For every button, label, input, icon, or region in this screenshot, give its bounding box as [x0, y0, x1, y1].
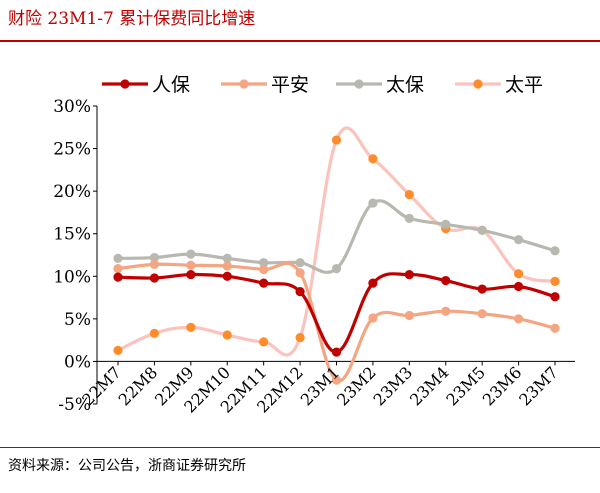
source-note: 资料来源：公司公告，浙商证券研究所	[8, 458, 246, 474]
data-point	[259, 264, 269, 275]
y-tick-label: 10%	[53, 267, 91, 287]
data-point	[331, 135, 342, 145]
series-1	[113, 269, 560, 357]
data-point	[513, 314, 524, 324]
legend: 人保 平安 太保 太平	[102, 74, 543, 96]
data-point	[550, 276, 560, 286]
data-point	[113, 253, 123, 264]
data-point	[113, 345, 123, 355]
data-point	[368, 154, 378, 164]
data-point	[149, 252, 160, 263]
chart-title: 财险 23M1-7 累计保费同比增速	[8, 9, 256, 29]
legend-label: 平安	[271, 74, 309, 96]
y-tick-label: 20%	[53, 182, 91, 202]
x-tick-label: 23M7	[515, 363, 562, 410]
data-point	[295, 258, 305, 268]
y-tick-label: 5%	[64, 310, 91, 330]
data-point	[550, 292, 560, 302]
data-point	[186, 260, 196, 270]
series-4	[113, 126, 560, 357]
legend-swatch-marker	[354, 79, 364, 89]
data-point	[404, 213, 414, 223]
legend-label: 人保	[152, 74, 190, 96]
data-point	[295, 287, 305, 297]
x-tick-label: 23M5	[442, 363, 489, 410]
data-point	[477, 284, 487, 294]
y-tick-label: 30%	[53, 97, 91, 117]
x-tick-label: 22M8	[115, 363, 162, 410]
data-point	[222, 261, 232, 271]
data-point	[331, 264, 342, 274]
data-point	[404, 269, 414, 280]
legend-label: 太平	[505, 74, 543, 96]
data-point	[331, 347, 342, 357]
data-point	[186, 322, 196, 332]
data-point	[550, 246, 560, 256]
data-point	[441, 306, 451, 316]
data-point	[513, 281, 524, 292]
title-divider	[0, 40, 600, 42]
y-tick-label: 0%	[64, 352, 91, 372]
series-lines	[113, 126, 560, 385]
x-tick-label: 23M1	[297, 363, 344, 410]
series-3	[113, 198, 560, 274]
data-point	[295, 268, 305, 278]
series-line	[117, 126, 556, 357]
legend-label: 太保	[386, 74, 424, 96]
legend-swatch-marker	[239, 79, 249, 89]
data-point	[222, 253, 232, 264]
data-point	[259, 337, 269, 347]
data-point	[113, 272, 123, 282]
data-point	[149, 273, 160, 283]
data-point	[477, 225, 487, 235]
data-point	[295, 332, 305, 343]
data-point	[259, 278, 269, 288]
data-point	[149, 328, 160, 338]
data-point	[513, 269, 524, 279]
axes: -5% 0% 5% 10% 15% 20% 25% 30%	[53, 97, 575, 415]
data-point	[259, 258, 269, 268]
data-point	[477, 309, 487, 319]
data-point	[404, 310, 414, 321]
data-point	[441, 219, 451, 229]
y-tick-label: 25%	[53, 140, 91, 160]
data-point	[331, 375, 342, 385]
data-point	[368, 278, 378, 288]
y-tick-label: 15%	[53, 225, 91, 245]
data-point	[368, 198, 378, 208]
data-point	[186, 249, 196, 259]
data-point	[404, 189, 414, 200]
data-point	[222, 271, 232, 281]
data-point	[186, 269, 196, 280]
legend-swatch-marker	[473, 79, 483, 89]
data-point	[368, 313, 378, 323]
x-tick-label: 23M4	[406, 363, 453, 410]
data-point	[513, 235, 524, 245]
data-point	[550, 323, 560, 333]
data-point	[222, 330, 232, 340]
legend-swatch-marker	[120, 79, 130, 89]
y-tick-label: -5%	[58, 395, 91, 415]
series-2	[113, 259, 560, 385]
source-divider	[0, 447, 600, 448]
x-tick-label: 23M2	[333, 363, 380, 410]
series-line	[117, 272, 556, 354]
data-point	[149, 259, 160, 269]
data-point	[113, 264, 123, 274]
data-point	[441, 275, 451, 286]
x-tick-labels: 22M722M822M922M1022M1122M1223M123M223M32…	[78, 363, 562, 417]
x-tick-label: 23M6	[479, 363, 526, 410]
x-tick-label: 23M3	[370, 363, 417, 410]
